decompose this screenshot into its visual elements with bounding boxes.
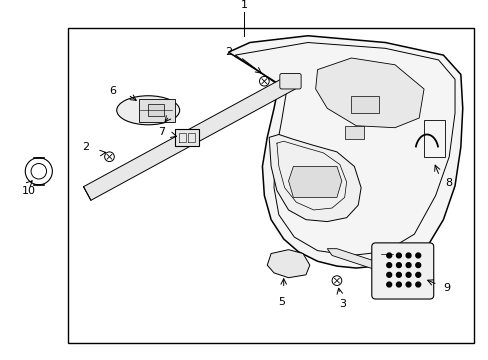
Circle shape <box>386 273 391 277</box>
Polygon shape <box>315 58 423 128</box>
Circle shape <box>386 253 391 258</box>
Text: 2: 2 <box>82 142 89 152</box>
Bar <box>138 99 175 122</box>
Circle shape <box>386 282 391 287</box>
Text: 10: 10 <box>21 186 35 195</box>
Circle shape <box>396 273 401 277</box>
Circle shape <box>386 263 391 267</box>
Circle shape <box>396 253 401 258</box>
Bar <box>148 104 163 116</box>
FancyBboxPatch shape <box>279 73 301 89</box>
Polygon shape <box>83 75 297 200</box>
Bar <box>344 126 363 139</box>
Text: 2: 2 <box>225 47 232 57</box>
Text: 3: 3 <box>339 299 346 309</box>
Circle shape <box>415 282 420 287</box>
Circle shape <box>415 263 420 267</box>
Polygon shape <box>268 135 361 222</box>
Polygon shape <box>288 166 341 197</box>
Text: 7: 7 <box>158 127 165 136</box>
Polygon shape <box>228 36 462 268</box>
Circle shape <box>406 282 410 287</box>
Circle shape <box>396 263 401 267</box>
Text: 9: 9 <box>443 283 449 293</box>
FancyBboxPatch shape <box>371 243 433 299</box>
Ellipse shape <box>117 96 179 125</box>
Circle shape <box>406 273 410 277</box>
Text: 1: 1 <box>240 0 247 10</box>
Bar <box>423 120 445 157</box>
Circle shape <box>406 263 410 267</box>
Bar <box>351 96 378 113</box>
Circle shape <box>415 273 420 277</box>
Text: 5: 5 <box>278 297 285 307</box>
Circle shape <box>406 253 410 258</box>
Circle shape <box>415 253 420 258</box>
Polygon shape <box>267 249 309 278</box>
FancyBboxPatch shape <box>175 129 198 146</box>
Text: 6: 6 <box>109 86 116 96</box>
Circle shape <box>396 282 401 287</box>
Text: 8: 8 <box>445 178 451 188</box>
Polygon shape <box>326 249 389 273</box>
Text: 4: 4 <box>153 108 161 118</box>
Bar <box>68 28 473 343</box>
